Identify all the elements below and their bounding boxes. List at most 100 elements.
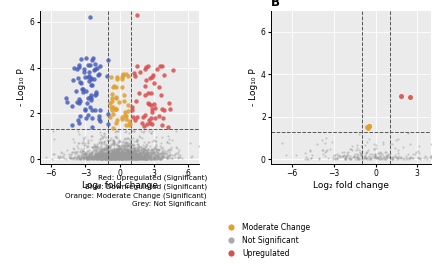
Point	[99, 151, 106, 155]
Point	[143, 143, 150, 147]
Point	[139, 146, 146, 150]
Point	[103, 143, 110, 148]
Point	[147, 155, 154, 160]
Point	[100, 156, 107, 160]
Point	[138, 157, 145, 161]
Point	[128, 143, 135, 147]
Point	[136, 156, 143, 160]
Point	[363, 125, 370, 129]
Point	[353, 143, 360, 147]
Point	[102, 154, 109, 159]
Point	[142, 157, 149, 161]
Point	[124, 143, 131, 147]
Point	[130, 149, 137, 153]
Point	[112, 156, 119, 160]
Point	[114, 148, 121, 152]
Point	[88, 154, 95, 158]
Point	[346, 155, 353, 160]
Point	[146, 154, 153, 158]
Point	[66, 153, 73, 158]
Point	[119, 156, 126, 160]
Point	[118, 156, 125, 160]
Point	[73, 150, 81, 155]
Point	[163, 151, 170, 155]
Point	[84, 96, 91, 101]
Point	[99, 157, 106, 161]
Point	[90, 55, 97, 60]
Point	[152, 138, 159, 143]
Point	[85, 153, 92, 157]
Point	[92, 156, 99, 160]
Point	[132, 157, 139, 161]
Point	[143, 157, 150, 161]
Point	[90, 155, 97, 159]
Point	[378, 152, 385, 156]
Point	[121, 155, 128, 160]
Point	[133, 149, 140, 153]
Point	[347, 156, 354, 160]
Point	[112, 149, 119, 153]
Point	[113, 77, 120, 81]
Point	[140, 156, 147, 160]
Point	[160, 116, 167, 120]
Point	[76, 157, 83, 161]
Point	[121, 155, 128, 159]
Point	[87, 134, 94, 139]
Point	[124, 147, 131, 151]
Point	[116, 144, 123, 149]
Point	[82, 89, 89, 93]
Point	[54, 154, 61, 158]
Point	[111, 141, 118, 145]
Point	[122, 153, 129, 158]
Point	[106, 155, 113, 159]
Point	[117, 152, 124, 157]
Point	[382, 155, 389, 159]
Point	[374, 150, 381, 155]
Point	[90, 157, 97, 161]
Point	[92, 145, 99, 149]
Point	[94, 148, 101, 152]
Point	[127, 157, 134, 161]
Point	[356, 132, 363, 136]
Point	[126, 152, 133, 156]
Point	[115, 156, 122, 160]
Point	[125, 109, 132, 113]
Point	[103, 154, 110, 158]
Point	[112, 154, 119, 158]
Point	[162, 151, 169, 155]
Point	[92, 156, 99, 160]
Point	[161, 73, 168, 77]
Point	[88, 151, 95, 155]
Point	[125, 123, 132, 127]
Point	[110, 155, 117, 159]
Point	[375, 155, 382, 160]
Y-axis label: - Log₁₀ P: - Log₁₀ P	[249, 68, 258, 106]
Point	[100, 142, 107, 146]
Point	[109, 141, 116, 145]
Point	[110, 155, 117, 159]
Point	[353, 154, 360, 159]
Point	[106, 157, 114, 161]
Point	[382, 149, 389, 154]
Point	[130, 152, 137, 157]
Point	[141, 113, 148, 117]
Point	[120, 155, 127, 160]
Point	[133, 157, 140, 161]
Point	[136, 152, 143, 156]
Point	[143, 153, 150, 157]
Point	[132, 151, 139, 155]
Point	[135, 155, 142, 160]
Point	[100, 148, 107, 153]
Point	[127, 150, 134, 154]
Point	[126, 157, 133, 161]
Point	[76, 63, 83, 68]
Point	[365, 137, 372, 141]
Point	[99, 154, 106, 158]
Point	[318, 148, 325, 152]
Point	[143, 148, 150, 153]
Point	[100, 140, 107, 144]
Point	[116, 147, 123, 151]
Point	[115, 153, 122, 157]
Point	[149, 148, 156, 152]
Point	[136, 135, 143, 139]
